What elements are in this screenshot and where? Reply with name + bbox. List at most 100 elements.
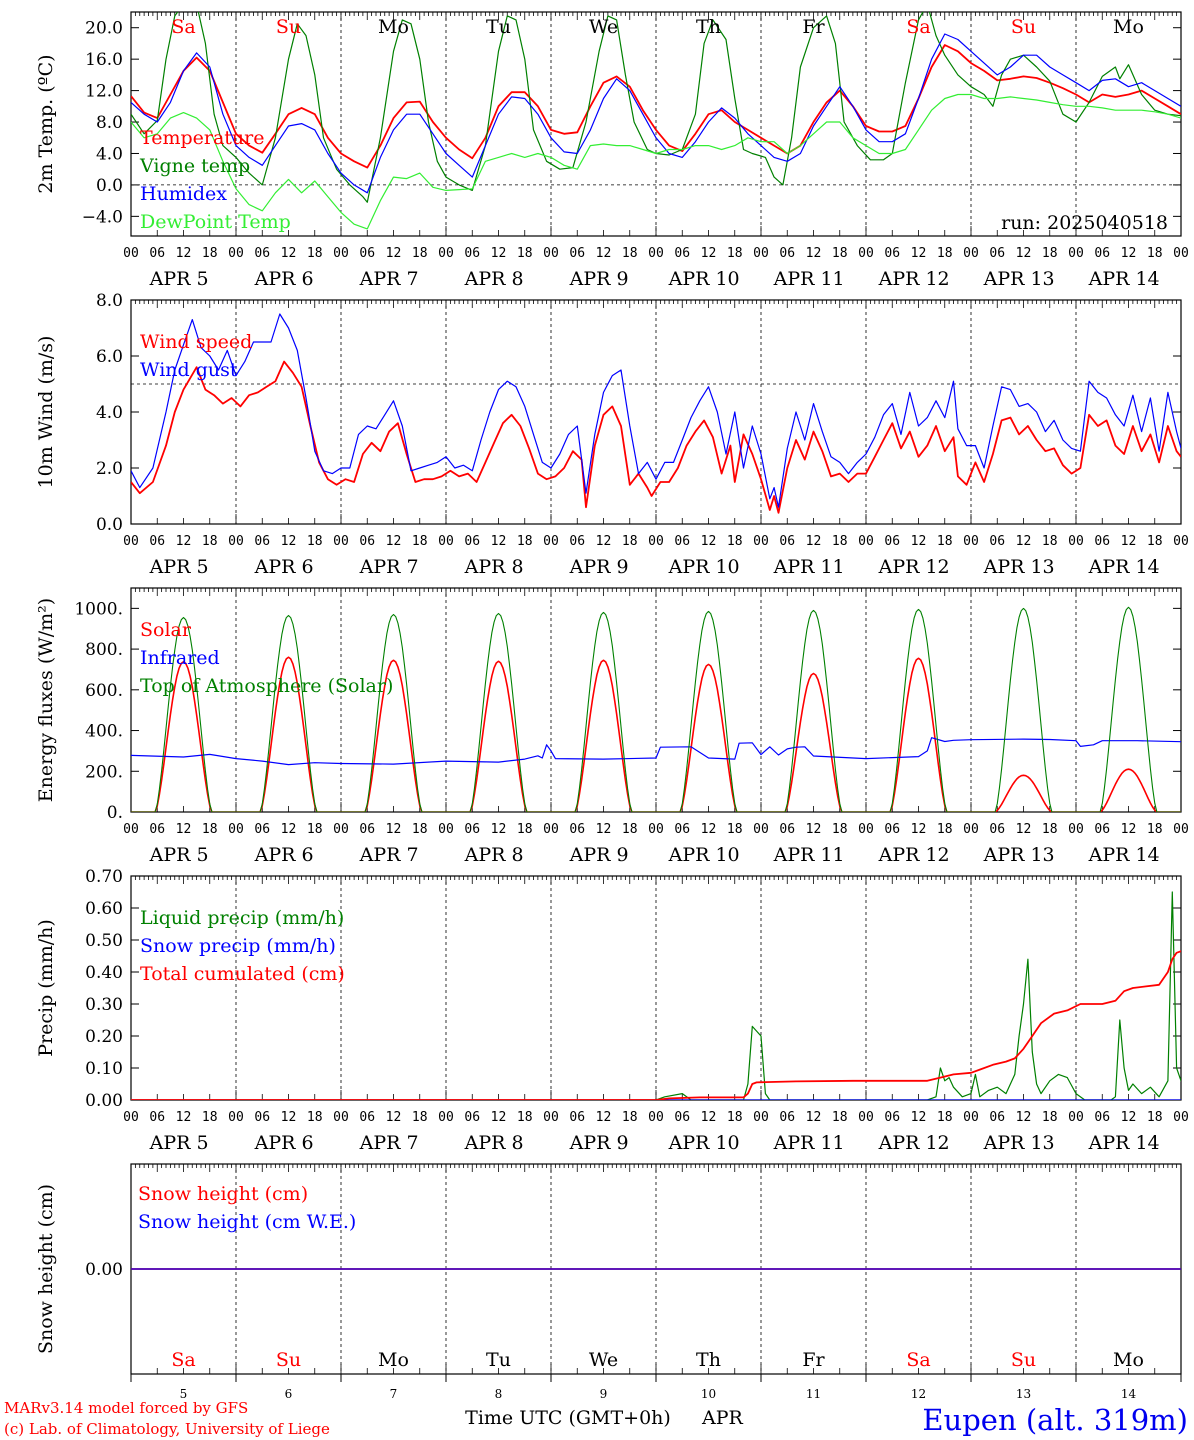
day-name-bottom: Sa <box>906 1349 930 1371</box>
hour-label: 12 <box>911 534 927 549</box>
hour-label: 18 <box>622 822 638 837</box>
legend-entry: DewPoint Temp <box>140 211 291 233</box>
date-label: APR 14 <box>1088 844 1160 866</box>
hour-label: 12 <box>176 534 192 549</box>
y-tick-label: 0.20 <box>85 1027 123 1047</box>
day-name-top: Th <box>696 16 721 38</box>
series-top-of-atmosphere-solar- <box>131 606 1181 812</box>
hour-label: 12 <box>806 822 822 837</box>
hour-label: 00 <box>228 1110 244 1125</box>
day-name-top: Sa <box>906 16 930 38</box>
date-label: APR 6 <box>254 844 314 866</box>
date-label: APR 12 <box>878 1132 950 1154</box>
date-label: APR 11 <box>773 268 845 290</box>
day-name-bottom: Mo <box>378 1349 409 1371</box>
hour-label: 06 <box>149 822 165 837</box>
plot-area <box>131 606 1181 812</box>
legend-entry: Snow precip (mm/h) <box>140 935 336 957</box>
date-label: APR 12 <box>878 556 950 578</box>
hour-label: 12 <box>281 1110 297 1125</box>
series-solar <box>131 656 1181 812</box>
series-dewpoint-temp <box>131 93 1181 230</box>
date-label: APR 10 <box>668 844 740 866</box>
y-axis-title: 2m Temp. (ºC) <box>35 54 57 193</box>
date-label: APR 6 <box>254 556 314 578</box>
hour-label: 06 <box>1094 822 1110 837</box>
day-name-bottom: Mo <box>1113 1349 1144 1371</box>
date-label: APR 5 <box>149 844 209 866</box>
hour-label: 18 <box>517 246 533 261</box>
legend-entry: Liquid precip (mm/h) <box>140 907 344 929</box>
hour-label: 12 <box>911 1110 927 1125</box>
hour-label: 00 <box>333 1110 349 1125</box>
hour-label: 18 <box>202 534 218 549</box>
day-number: 14 <box>1121 1387 1137 1401</box>
date-label: APR 10 <box>668 1132 740 1154</box>
day-number: 7 <box>390 1387 398 1401</box>
panel-snow: 0.00 Snow height (cm) Snow height (cm) Snow… <box>35 1163 1182 1375</box>
hour-label: 18 <box>307 246 323 261</box>
hour-label: 06 <box>254 246 270 261</box>
hour-label: 18 <box>1042 822 1058 837</box>
hour-label: 00 <box>858 1110 874 1125</box>
hour-label: 06 <box>149 246 165 261</box>
date-label: APR 7 <box>359 1132 419 1154</box>
legend-entry: Wind speed <box>140 331 252 353</box>
day-number: 6 <box>285 1387 293 1401</box>
hour-label: 12 <box>491 246 507 261</box>
date-label: APR 14 <box>1088 556 1160 578</box>
day-name-bottom: Su <box>1011 1349 1036 1371</box>
hour-label: 06 <box>149 1110 165 1125</box>
hour-label: 18 <box>202 822 218 837</box>
hour-label: 06 <box>989 246 1005 261</box>
hour-label: 06 <box>569 246 585 261</box>
hour-label: 00 <box>1173 1110 1189 1125</box>
day-name-top: Su <box>276 16 301 38</box>
y-tick-label: 800. <box>85 640 123 660</box>
hour-label: 00 <box>963 822 979 837</box>
x-axis-month: APR <box>701 1407 744 1429</box>
hour-label: 12 <box>491 822 507 837</box>
y-tick-label: 0. <box>107 803 123 823</box>
hour-label: 06 <box>464 246 480 261</box>
panel-temp: −4.0 0.0 4.0 8.0 12.0 16.0 20.0 2m Temp. (ºC) Te… <box>35 11 1189 290</box>
hour-label: 12 <box>1016 246 1032 261</box>
hour-label: 00 <box>1173 534 1189 549</box>
hour-label: 06 <box>1094 534 1110 549</box>
date-label: APR 5 <box>149 1132 209 1154</box>
y-axis-title: Snow height (cm) <box>35 1184 57 1354</box>
y-tick-label: 4.0 <box>96 144 123 164</box>
legend-entry: Snow height (cm W.E.) <box>138 1211 356 1233</box>
hour-label: 18 <box>307 1110 323 1125</box>
day-name-top: Mo <box>378 16 409 38</box>
series-temperature <box>131 44 1181 169</box>
hour-label: 18 <box>622 534 638 549</box>
hour-label: 06 <box>674 246 690 261</box>
day-name-top: Su <box>1011 16 1036 38</box>
y-tick-label: 0.70 <box>85 867 123 887</box>
hour-label: 00 <box>228 246 244 261</box>
hour-label: 18 <box>727 534 743 549</box>
date-label: APR 13 <box>983 1132 1055 1154</box>
day-name-bottom: Sa <box>171 1349 195 1371</box>
date-label: APR 12 <box>878 268 950 290</box>
hour-label: 18 <box>937 246 953 261</box>
hour-label: 06 <box>779 822 795 837</box>
legend-entry: Solar <box>140 619 192 641</box>
hour-label: 12 <box>701 822 717 837</box>
plot-area <box>131 12 1181 230</box>
panel-wind: 0.0 2.0 4.0 6.0 8.0 10m Wind (m/s) Wind speed W… <box>35 291 1189 578</box>
date-label: APR 11 <box>773 556 845 578</box>
hour-label: 12 <box>701 246 717 261</box>
date-label: APR 8 <box>464 556 524 578</box>
date-label: APR 6 <box>254 1132 314 1154</box>
date-label: APR 9 <box>569 268 629 290</box>
hour-label: 00 <box>1068 534 1084 549</box>
hour-label: 12 <box>1121 1110 1137 1125</box>
date-label: APR 6 <box>254 268 314 290</box>
hour-label: 18 <box>832 822 848 837</box>
x-axis-title: Time UTC (GMT+0h) <box>465 1407 671 1429</box>
hour-label: 18 <box>727 1110 743 1125</box>
hour-label: 12 <box>911 246 927 261</box>
hour-label: 06 <box>359 534 375 549</box>
